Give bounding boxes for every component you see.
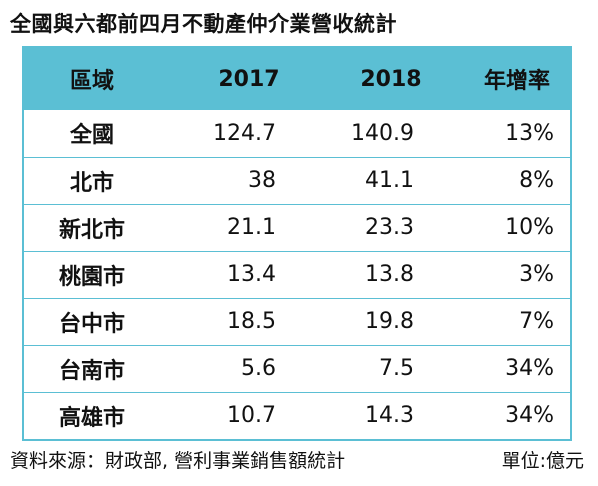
cell-region: 桃園市 (24, 250, 160, 298)
cell-2017: 124.7 (213, 120, 276, 146)
cell-growth: 3% (440, 250, 570, 298)
header-region: 區域 (69, 69, 114, 94)
cell-2017: 13.4 (160, 250, 298, 298)
cell-growth: 34% (440, 344, 570, 392)
cell-region: 高雄市 (24, 391, 160, 439)
table-row: 台中市 18.5 19.8 7% (24, 297, 570, 345)
cell-growth: 34% (440, 391, 570, 439)
cell-region: 新北市 (24, 203, 160, 251)
data-table-container: 區域 2017 2018 年增率 全國 124.7 140.9 13% 北市 3… (22, 46, 572, 441)
cell-growth: 13% (505, 120, 554, 146)
cell-region: 北市 (24, 156, 160, 204)
header-growth: 年增率 (483, 69, 550, 94)
cell-region: 台中市 (24, 297, 160, 345)
page-title: 全國與六都前四月不動產仲介業營收統計 (10, 12, 397, 36)
unit-note: 單位:億元 (501, 450, 584, 472)
cell-2017: 18.5 (160, 297, 298, 345)
table-row: 北市 38 41.1 8% (24, 156, 570, 204)
table-row: 全國 124.7 140.9 13% (24, 110, 570, 157)
cell-2017: 21.1 (160, 203, 298, 251)
cell-2018: 13.8 (298, 250, 440, 298)
cell-2017: 5.6 (160, 344, 298, 392)
cell-growth: 8% (440, 156, 570, 204)
cell-2018: 23.3 (298, 203, 440, 251)
cell-region: 全國 (69, 123, 114, 149)
cell-growth: 7% (440, 297, 570, 345)
header-row: 區域 2017 2018 年增率 (24, 48, 570, 110)
source-note: 資料來源：財政部, 營利事業銷售額統計 (10, 450, 346, 472)
header-2018: 2018 (360, 66, 422, 92)
cell-2018: 7.5 (298, 344, 440, 392)
table-row: 新北市 21.1 23.3 10% (24, 203, 570, 251)
header-2017: 2017 (218, 66, 280, 92)
cell-2018: 140.9 (351, 120, 414, 146)
cell-2018: 41.1 (298, 156, 440, 204)
table-row: 桃園市 13.4 13.8 3% (24, 250, 570, 298)
table-body: 全國 124.7 140.9 13% 北市 38 41.1 8% 新北市 21.… (24, 110, 570, 439)
table-row: 台南市 5.6 7.5 34% (24, 344, 570, 392)
revenue-table: 區域 2017 2018 年增率 全國 124.7 140.9 13% 北市 3… (24, 48, 570, 439)
footer: 資料來源：財政部, 營利事業銷售額統計 單位:億元 (10, 448, 588, 474)
cell-2018: 19.8 (298, 297, 440, 345)
table-row: 高雄市 10.7 14.3 34% (24, 391, 570, 439)
cell-2017: 38 (160, 156, 298, 204)
cell-growth: 10% (440, 203, 570, 251)
cell-2018: 14.3 (298, 391, 440, 439)
table-header: 區域 2017 2018 年增率 (24, 48, 570, 110)
cell-region: 台南市 (24, 344, 160, 392)
cell-2017: 10.7 (160, 391, 298, 439)
